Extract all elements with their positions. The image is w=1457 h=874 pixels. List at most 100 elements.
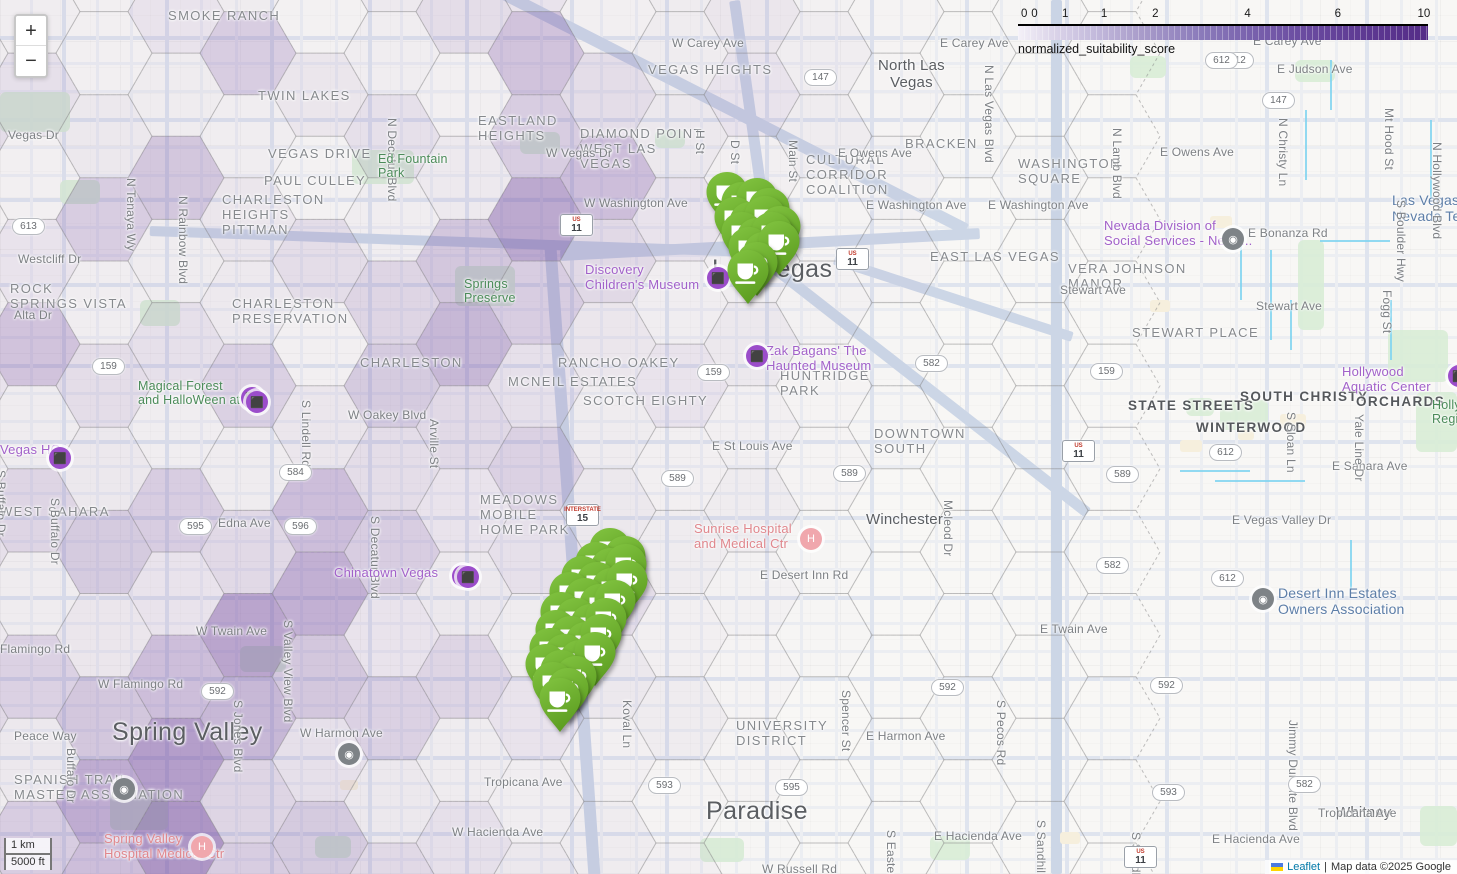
road-vertical	[1265, 0, 1269, 874]
suitability-legend: 0 0 1 1 2 4 6 10 normalized_suitability_score	[1018, 8, 1430, 56]
road-vertical	[870, 0, 874, 874]
road-horizontal	[0, 308, 1457, 311]
road-horizontal	[0, 364, 1457, 368]
road-vertical	[30, 0, 33, 874]
road-vertical	[765, 0, 769, 874]
poi-marker-icon[interactable]: H	[800, 528, 822, 550]
route-shield: 612	[1209, 444, 1242, 461]
route-shield: 612	[1205, 52, 1238, 69]
road-vertical	[165, 0, 169, 874]
park-area	[1420, 806, 1457, 846]
road-horizontal	[0, 568, 1457, 571]
park-area	[1298, 240, 1324, 330]
road-horizontal	[0, 729, 1457, 732]
road-horizontal	[0, 756, 1457, 760]
road-vertical	[700, 0, 703, 874]
road-vertical	[300, 0, 303, 874]
road-vertical	[1300, 0, 1303, 874]
road-vertical	[1100, 0, 1103, 874]
road-horizontal	[0, 516, 1457, 520]
road-horizontal	[0, 336, 1457, 339]
commercial-block	[1150, 300, 1170, 312]
legend-caption: normalized_suitability_score	[1018, 41, 1176, 56]
zoom-control[interactable]: + −	[14, 14, 48, 78]
route-shield: 589	[1106, 466, 1139, 483]
road-horizontal	[0, 465, 1457, 468]
route-shield: 593	[648, 777, 681, 794]
park-area	[352, 150, 414, 184]
road-vertical	[1000, 0, 1003, 874]
zoom-in-button[interactable]: +	[16, 16, 46, 46]
legend-tick: 6	[1334, 8, 1341, 20]
road-horizontal	[0, 392, 1457, 395]
road-vertical	[1035, 0, 1038, 874]
road-vertical	[235, 0, 238, 874]
park-area	[1388, 330, 1448, 382]
waterway	[1330, 60, 1332, 110]
scale-bar-imperial: 5000 ft	[4, 853, 52, 870]
road-vertical	[1365, 0, 1369, 874]
poi-marker-icon[interactable]: ⬛	[1448, 365, 1457, 387]
park-area	[655, 130, 685, 148]
poi-marker-icon[interactable]: ◉	[1222, 228, 1244, 250]
road-horizontal	[0, 283, 1457, 287]
legend-axis-line	[1018, 24, 1428, 26]
poi-marker-icon[interactable]: ⬛	[457, 566, 479, 588]
road-vertical	[400, 0, 403, 874]
poi-marker-icon[interactable]: ⬛	[746, 345, 768, 367]
road-vertical	[800, 0, 803, 874]
road-vertical	[1065, 0, 1069, 874]
road-vertical	[130, 0, 133, 874]
legend-tick: 1	[1061, 8, 1069, 20]
poi-marker-icon[interactable]: ⬛	[707, 267, 729, 289]
road-vertical	[465, 0, 469, 874]
attribution-text: Map data ©2025 Google	[1330, 861, 1451, 873]
road-horizontal	[0, 677, 1457, 681]
park-area	[520, 132, 560, 154]
road-vertical	[335, 0, 338, 874]
road-vertical	[1165, 0, 1169, 874]
poi-marker-icon[interactable]: ⬛	[246, 391, 268, 413]
attribution-separator: |	[1324, 861, 1327, 873]
waterway	[1290, 300, 1292, 350]
poi-marker-icon[interactable]: H	[191, 836, 213, 858]
road-horizontal	[0, 420, 1457, 423]
route-shield: 592	[931, 679, 964, 696]
road-horizontal	[0, 90, 1457, 93]
poi-marker-icon[interactable]: ◉	[338, 743, 360, 765]
road-horizontal	[0, 36, 1457, 40]
zoom-out-button[interactable]: −	[16, 46, 46, 76]
legend-tick: 1	[1100, 8, 1108, 20]
waterway	[1430, 120, 1432, 200]
legend-tick: 4	[1244, 8, 1251, 20]
waterway	[1390, 300, 1392, 360]
road-vertical	[635, 0, 638, 874]
poi-marker-icon[interactable]: ◉	[1252, 588, 1274, 610]
coffee-shop-marker[interactable]	[725, 248, 771, 306]
interstate-shield: US 11	[560, 214, 593, 236]
route-shield: 596	[284, 518, 317, 535]
road-horizontal	[0, 146, 1457, 149]
road-vertical	[270, 0, 274, 874]
commercial-block	[1280, 414, 1306, 428]
route-shield: 582	[1096, 557, 1129, 574]
leaflet-link[interactable]: Leaflet	[1287, 861, 1321, 873]
road-vertical	[665, 0, 669, 874]
road-horizontal	[0, 118, 1457, 122]
park-area	[140, 300, 180, 326]
road-horizontal	[0, 832, 1457, 836]
route-shield: 159	[1090, 363, 1123, 380]
park-area	[1295, 60, 1335, 82]
coffee-shop-marker[interactable]	[537, 676, 583, 734]
scale-bar: 1 km 5000 ft	[4, 838, 52, 870]
poi-marker-icon[interactable]: ⬛	[49, 447, 71, 469]
road-vertical	[1335, 0, 1338, 874]
road-vertical	[200, 0, 203, 874]
poi-marker-icon[interactable]: ◉	[113, 778, 135, 800]
route-shield: 592	[1150, 677, 1183, 694]
road-horizontal	[0, 62, 1457, 65]
